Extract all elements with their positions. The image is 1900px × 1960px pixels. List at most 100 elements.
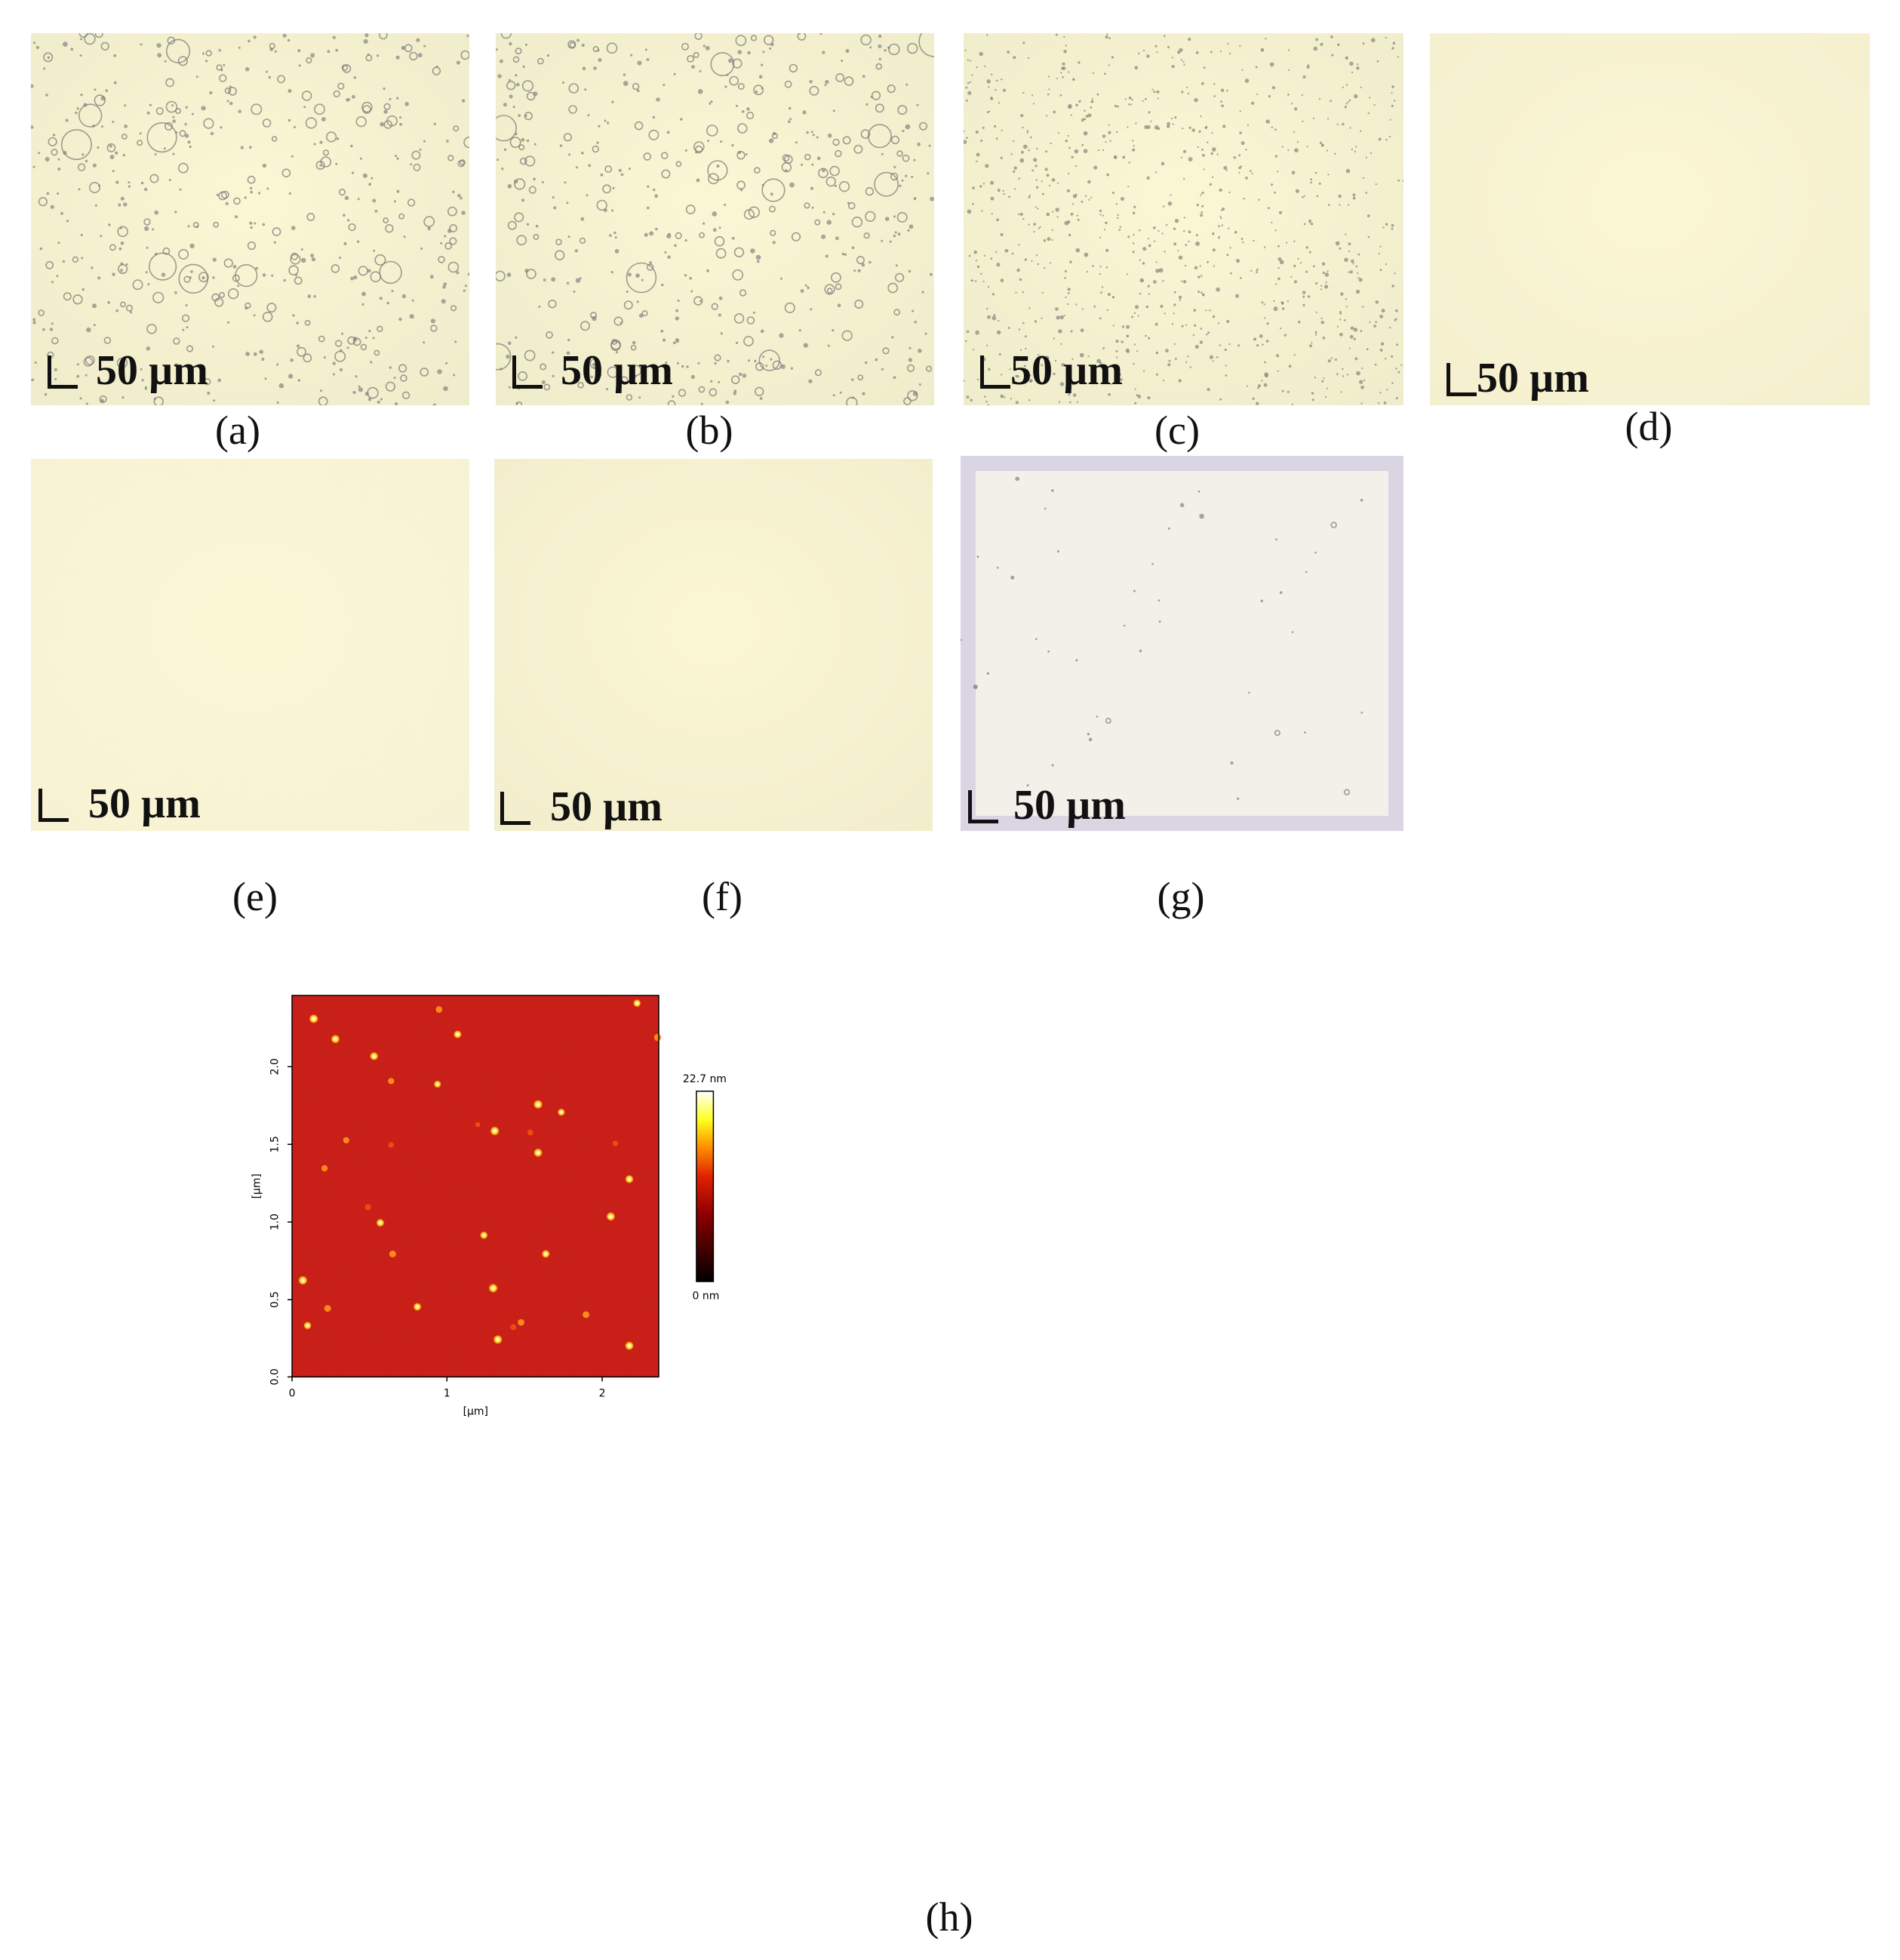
droplet xyxy=(1294,148,1299,152)
droplet xyxy=(1056,216,1059,218)
droplet xyxy=(1327,270,1329,272)
afm-particle xyxy=(625,1341,634,1350)
droplet xyxy=(447,155,454,162)
droplet xyxy=(512,56,520,63)
y-tick-label: 1.0 xyxy=(269,1214,281,1230)
droplet xyxy=(1287,49,1290,51)
droplet xyxy=(124,125,128,128)
droplet xyxy=(79,54,82,57)
droplet xyxy=(247,39,251,43)
droplet xyxy=(743,336,754,346)
droplet xyxy=(718,296,723,300)
droplet xyxy=(1075,165,1078,168)
droplet xyxy=(1288,365,1292,368)
droplet xyxy=(80,233,83,236)
droplet xyxy=(123,202,128,207)
droplet xyxy=(1133,589,1136,592)
droplet xyxy=(1203,66,1206,69)
droplet xyxy=(251,103,263,115)
droplet xyxy=(606,42,618,54)
droplet xyxy=(593,366,596,369)
droplet xyxy=(144,226,149,232)
droplet xyxy=(806,131,809,134)
droplet xyxy=(581,152,584,155)
droplet xyxy=(918,122,927,131)
droplet xyxy=(1033,231,1035,233)
droplet xyxy=(254,222,257,225)
droplet xyxy=(1291,631,1294,633)
droplet xyxy=(1382,226,1385,229)
droplet xyxy=(1201,275,1203,277)
droplet xyxy=(1115,203,1118,205)
droplet xyxy=(832,329,835,332)
droplet xyxy=(1362,177,1364,179)
droplet xyxy=(675,338,680,343)
droplet xyxy=(1249,170,1252,172)
droplet xyxy=(1212,360,1214,362)
droplet xyxy=(522,65,525,69)
droplet xyxy=(1031,260,1033,262)
droplet xyxy=(533,91,538,97)
droplet xyxy=(710,52,735,76)
droplet xyxy=(296,322,300,325)
droplet xyxy=(810,186,813,190)
droplet xyxy=(1013,56,1016,60)
droplet xyxy=(262,163,267,168)
droplet xyxy=(660,329,664,333)
droplet xyxy=(444,235,447,238)
droplet xyxy=(1195,241,1200,246)
droplet xyxy=(57,192,60,195)
droplet xyxy=(1010,575,1015,580)
droplet xyxy=(1245,177,1248,180)
droplet xyxy=(733,313,745,324)
droplet xyxy=(518,371,527,381)
droplet xyxy=(533,143,536,146)
droplet xyxy=(842,136,851,145)
droplet xyxy=(423,216,435,228)
droplet xyxy=(1154,322,1158,326)
droplet xyxy=(808,379,813,383)
afm-frame xyxy=(291,995,659,1378)
droplet xyxy=(903,397,912,405)
droplet xyxy=(298,64,301,67)
droplet xyxy=(1380,342,1385,346)
droplet xyxy=(184,134,189,138)
droplet xyxy=(1090,100,1094,103)
droplet xyxy=(233,197,241,205)
droplet xyxy=(31,378,34,382)
droplet xyxy=(130,311,133,314)
droplet xyxy=(1277,277,1281,281)
droplet xyxy=(708,173,719,185)
droplet xyxy=(1224,348,1227,352)
droplet xyxy=(1394,318,1397,322)
droplet xyxy=(184,122,187,126)
droplet xyxy=(967,82,970,85)
droplet xyxy=(118,203,121,207)
droplet xyxy=(226,100,229,103)
droplet xyxy=(70,48,74,51)
droplet xyxy=(31,84,34,88)
droplet xyxy=(1139,649,1142,653)
droplet xyxy=(1072,78,1075,80)
droplet xyxy=(288,192,292,195)
droplet xyxy=(1147,238,1150,240)
droplet xyxy=(648,129,659,140)
droplet xyxy=(718,226,721,229)
droplet xyxy=(172,115,175,118)
droplet xyxy=(690,290,693,293)
afm-axes: 0 1 2 [µm] 0.0 0.5 1.0 1.5 2.0 [µm] xyxy=(251,1058,606,1417)
droplet xyxy=(1201,211,1204,214)
droplet xyxy=(607,366,619,378)
droplet xyxy=(166,38,191,63)
droplet xyxy=(1047,650,1050,653)
droplet xyxy=(1051,229,1053,231)
droplet xyxy=(653,188,656,192)
droplet xyxy=(1018,177,1020,180)
droplet xyxy=(718,380,721,383)
droplet xyxy=(644,232,648,237)
droplet xyxy=(1171,65,1175,69)
droplet xyxy=(391,290,394,293)
droplet xyxy=(912,391,918,396)
droplet xyxy=(1185,324,1188,326)
droplet xyxy=(496,343,512,371)
